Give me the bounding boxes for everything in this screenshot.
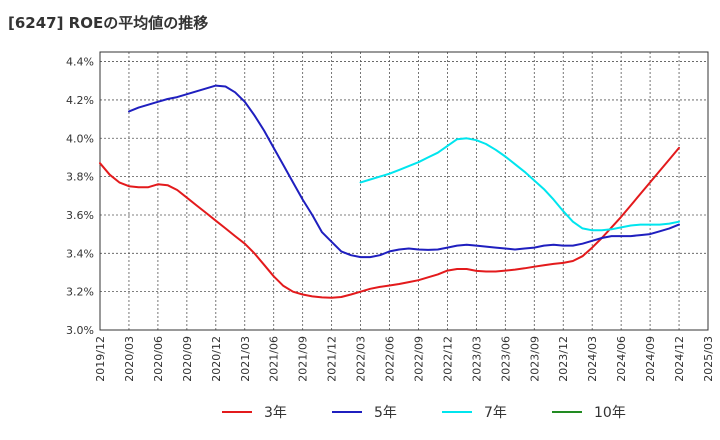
x-tick-label: 2024/06 <box>615 336 628 382</box>
series-line-1 <box>99 146 680 299</box>
y-tick-label: 3.2% <box>66 286 94 299</box>
grid <box>99 52 709 331</box>
y-axis: 3.0% 3.2% 3.4% 3.6% 3.8% 4.0% 4.2% 4.4% <box>66 56 94 337</box>
legend-label-1: 3年 <box>264 405 287 421</box>
legend-label-2: 5年 <box>374 405 397 421</box>
series-line-2 <box>128 84 680 259</box>
x-tick-label: 2020/03 <box>123 336 136 382</box>
x-tick-label: 2021/12 <box>326 336 339 382</box>
y-tick-label: 3.4% <box>66 247 94 260</box>
x-axis: 2019/12 2020/03 2020/06 2020/09 2020/12 2021/… <box>94 336 715 382</box>
x-tick-label: 2021/09 <box>297 336 310 382</box>
x-tick-label: 2020/06 <box>152 336 165 382</box>
x-tick-label: 2024/03 <box>586 336 599 382</box>
chart-title: [6247] ROEの平均値の推移 <box>8 14 208 32</box>
x-tick-label: 2022/12 <box>441 336 454 382</box>
x-tick-label: 2021/06 <box>268 336 281 382</box>
legend: 3年 5年 7年 10年 <box>222 405 626 421</box>
x-tick-label: 2025/03 <box>702 336 715 382</box>
y-tick-label: 4.2% <box>66 94 94 107</box>
y-tick-label: 4.0% <box>66 132 94 145</box>
x-tick-label: 2022/03 <box>355 336 368 382</box>
series-lines <box>99 84 680 299</box>
x-tick-label: 2023/06 <box>499 336 512 382</box>
y-tick-label: 3.6% <box>66 209 94 222</box>
x-tick-label: 2020/09 <box>181 336 194 382</box>
y-tick-label: 3.8% <box>66 171 94 184</box>
x-tick-label: 2024/09 <box>644 336 657 382</box>
x-tick-label: 2019/12 <box>94 336 107 382</box>
legend-label-3: 7年 <box>484 405 507 421</box>
x-tick-label: 2023/09 <box>528 336 541 382</box>
x-tick-label: 2023/12 <box>557 336 570 382</box>
x-tick-label: 2022/06 <box>384 336 397 382</box>
series-line-3 <box>359 137 680 232</box>
legend-label-4: 10年 <box>594 405 626 421</box>
plot-frame <box>99 51 709 331</box>
x-tick-label: 2023/03 <box>470 336 483 382</box>
x-tick-label: 2021/03 <box>239 336 252 382</box>
x-tick-label: 2024/12 <box>673 336 686 382</box>
y-tick-label: 3.0% <box>66 324 94 337</box>
x-tick-label: 2020/12 <box>210 336 223 382</box>
y-tick-label: 4.4% <box>66 56 94 69</box>
x-tick-label: 2022/09 <box>412 336 425 382</box>
